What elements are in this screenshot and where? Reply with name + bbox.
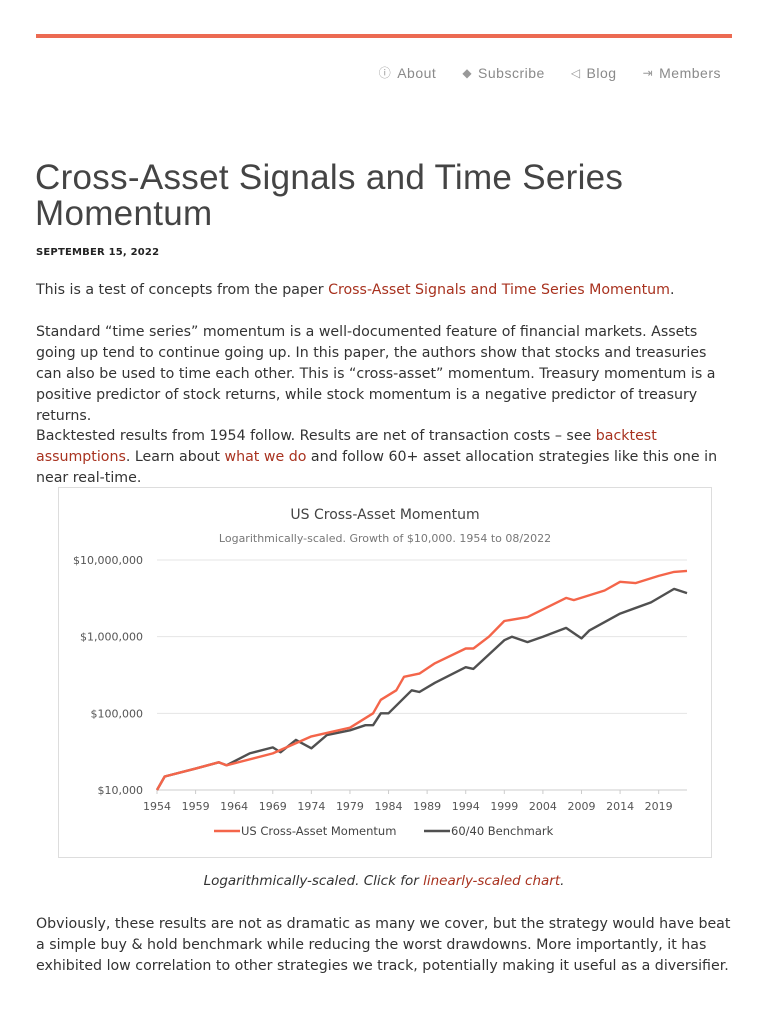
x-tick-label: 1959 bbox=[182, 800, 210, 813]
bullhorn-icon: ◁ bbox=[570, 65, 581, 80]
growth-chart: US Cross-Asset Momentum Logarithmically-… bbox=[73, 507, 688, 838]
x-tick-label: 2009 bbox=[567, 800, 595, 813]
text: and follow 60+ asset allocation strategi… bbox=[36, 449, 718, 486]
legend-label: 60/40 Benchmark bbox=[451, 824, 554, 838]
text: Logarithmically-scaled. Click for bbox=[203, 873, 424, 889]
nav-label: Members bbox=[659, 64, 721, 81]
paper-link[interactable]: Cross-Asset Signals and Time Series Mome… bbox=[328, 282, 670, 298]
series-line-momentum bbox=[155, 569, 688, 791]
y-tick-label: $10,000 bbox=[98, 784, 144, 797]
text: . bbox=[669, 282, 675, 298]
text: . bbox=[560, 873, 565, 889]
x-tick-label: 1979 bbox=[336, 800, 364, 813]
paragraph-backtest: Backtested results from 1954 follow. Res… bbox=[36, 426, 736, 489]
x-tick-label: 1989 bbox=[413, 800, 441, 813]
x-tick-label: 2019 bbox=[645, 800, 673, 813]
what-we-do-link[interactable]: what we do bbox=[224, 449, 307, 465]
x-tick-label: 1984 bbox=[375, 800, 403, 813]
x-tick-label: 1974 bbox=[297, 800, 325, 813]
text: Backtested results from 1954 follow. Res… bbox=[36, 428, 596, 444]
post-date: SEPTEMBER 15, 2022 bbox=[36, 247, 160, 258]
nav-subscribe[interactable]: ◆ Subscribe bbox=[462, 64, 545, 81]
tag-icon: ◆ bbox=[462, 65, 473, 80]
y-tick-label: $1,000,000 bbox=[80, 631, 143, 644]
x-tick-label: 1964 bbox=[220, 800, 248, 813]
paragraph-conclusion: Obviously, these results are not as dram… bbox=[36, 916, 731, 974]
paragraph-intro: This is a test of concepts from the pape… bbox=[36, 280, 736, 301]
series-line-benchmark bbox=[155, 587, 688, 791]
text: . Learn about bbox=[125, 449, 225, 465]
x-tick-label: 1969 bbox=[259, 800, 287, 813]
x-tick-label: 2014 bbox=[606, 800, 634, 813]
x-tick-label: 1954 bbox=[143, 800, 171, 813]
x-tick-label: 2004 bbox=[529, 800, 557, 813]
x-tick-label: 1999 bbox=[490, 800, 518, 813]
paragraph-momentum: Standard “time series” momentum is a wel… bbox=[36, 324, 716, 424]
top-nav: ⓘ About ◆ Subscribe ◁ Blog ⇥ Members bbox=[379, 64, 721, 81]
linear-chart-link[interactable]: linearly-scaled chart bbox=[423, 873, 561, 889]
chart-container[interactable]: US Cross-Asset Momentum Logarithmically-… bbox=[58, 487, 712, 858]
nav-label: Subscribe bbox=[478, 64, 545, 81]
nav-label: About bbox=[397, 64, 437, 81]
sign-in-icon: ⇥ bbox=[642, 65, 654, 80]
nav-members[interactable]: ⇥ Members bbox=[643, 64, 721, 81]
text: This is a test of concepts from the pape… bbox=[36, 282, 329, 298]
top-accent-bar bbox=[36, 34, 732, 38]
legend-label: US Cross-Asset Momentum bbox=[241, 824, 396, 838]
nav-label: Blog bbox=[586, 64, 617, 81]
backtest-assumptions-link[interactable]: backtest assumptions bbox=[36, 428, 657, 465]
chart-caption: Logarithmically-scaled. Click for linear… bbox=[0, 873, 768, 889]
info-circle-icon: ⓘ bbox=[378, 66, 392, 80]
nav-blog[interactable]: ◁ Blog bbox=[571, 64, 617, 81]
nav-about[interactable]: ⓘ About bbox=[379, 64, 437, 81]
page-title: Cross-Asset Signals and Time Series Mome… bbox=[35, 158, 624, 233]
chart-subtitle: Logarithmically-scaled. Growth of $10,00… bbox=[219, 532, 551, 545]
chart-title: US Cross-Asset Momentum bbox=[290, 507, 479, 523]
y-tick-label: $100,000 bbox=[91, 707, 144, 720]
y-tick-label: $10,000,000 bbox=[73, 554, 143, 567]
x-tick-label: 1994 bbox=[452, 800, 480, 813]
